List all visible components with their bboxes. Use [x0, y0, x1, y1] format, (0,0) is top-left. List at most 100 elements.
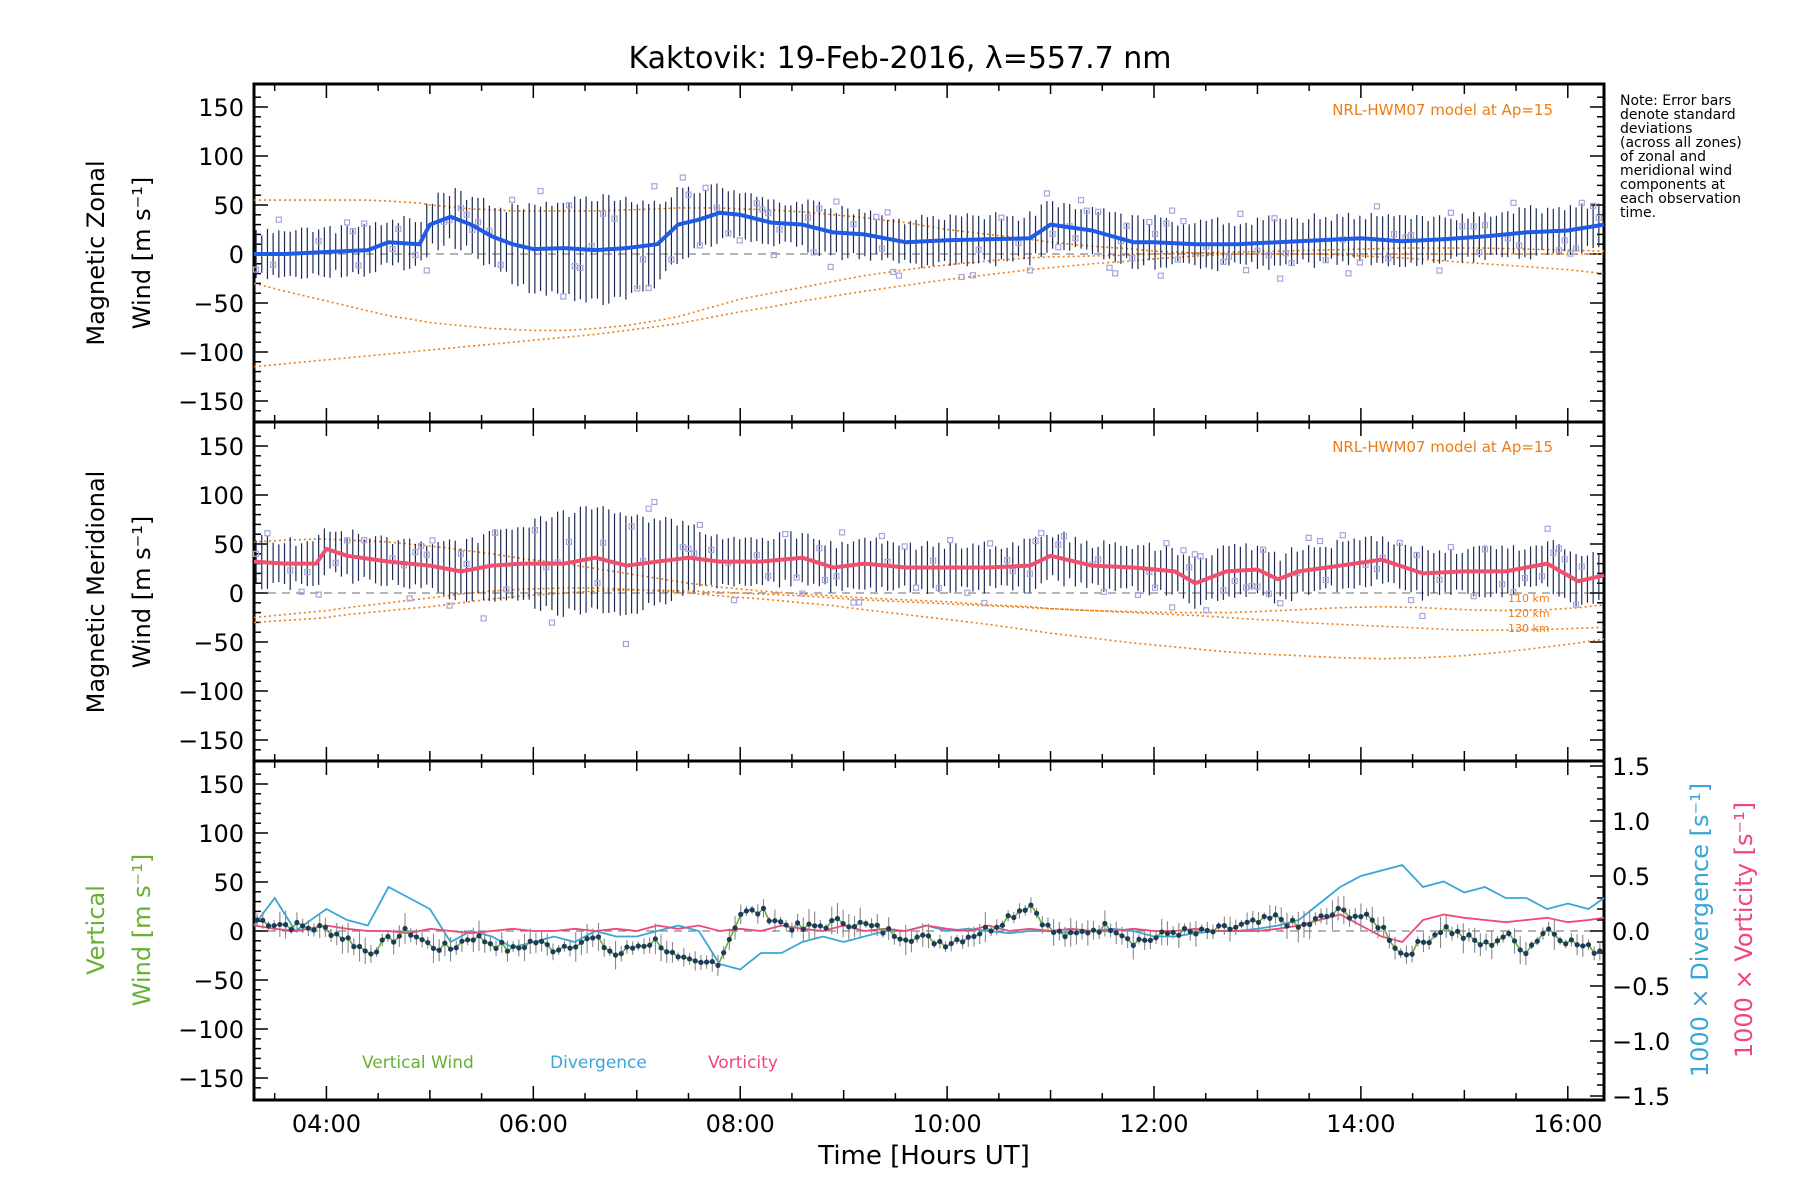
sample-point [1590, 202, 1597, 209]
sample-point [355, 262, 362, 269]
vertical-wind-point [567, 945, 573, 951]
y-tick-label: −50 [193, 967, 244, 995]
vertical-wind-point [1420, 939, 1427, 945]
model-curve [253, 538, 1605, 614]
sample-point [1413, 551, 1420, 559]
vertical-ylabel-1: Vertical [82, 885, 110, 975]
vertical-wind-point [1096, 929, 1102, 935]
sample-point [628, 523, 635, 530]
vertical-wind-point [345, 935, 351, 941]
vertical-wind-point [322, 924, 328, 930]
sample-point [1481, 222, 1489, 229]
vertical-wind-point [840, 921, 846, 927]
vertical-wind-point [1585, 942, 1592, 948]
sample-point [252, 550, 260, 557]
x-tick-label: 04:00 [292, 1110, 361, 1138]
sample-point [770, 251, 777, 259]
vertical-wind-point [897, 936, 903, 942]
vertical-wind-point [351, 944, 357, 950]
vertical-wind-point [937, 938, 943, 945]
vertical-wind-point [1290, 917, 1296, 923]
sample-point [389, 245, 396, 253]
vertical-wind-point [1295, 924, 1301, 930]
x-tick-label: 16:00 [1533, 1110, 1602, 1138]
sample-point [1186, 564, 1193, 571]
vertical-wind-point [533, 940, 539, 946]
sample-point [1521, 574, 1528, 582]
sample-point [833, 198, 840, 205]
vertical-wind-point [766, 918, 772, 924]
x-tick-label: 14:00 [1326, 1110, 1395, 1138]
vertical-wind-point [863, 921, 869, 927]
vertical-wind-point [1449, 931, 1455, 937]
vertical-wind-point [521, 944, 528, 951]
sample-point [1248, 582, 1255, 590]
sample-point [691, 550, 698, 557]
vertical-wind-point [1466, 932, 1472, 938]
meridional-ylabel-2: Wind [m s⁻¹] [128, 516, 156, 668]
sample-point [361, 537, 368, 544]
sample-point [1447, 543, 1454, 551]
sample-point [753, 200, 760, 207]
vertical-wind-point [1341, 907, 1347, 913]
sample-point [1436, 576, 1443, 583]
sample-point [1242, 584, 1250, 591]
sample-point [1339, 532, 1346, 539]
vertical-wind-point [1489, 942, 1495, 948]
mean-wind-line [253, 546, 1605, 586]
x-tick-label: 06:00 [499, 1110, 568, 1138]
vertical-wind-point [795, 920, 801, 926]
vertical-wind-point [1011, 914, 1017, 921]
sample-point [1419, 612, 1426, 620]
vertical-wind-point [908, 938, 915, 945]
sample-point [969, 272, 977, 279]
sample-point [850, 220, 857, 228]
vertical-wind-point [470, 937, 476, 943]
vertical-wind-point [1369, 917, 1375, 923]
vertical-wind-point [1335, 905, 1341, 912]
vorticity-ylabel: 1000 × Vorticity [s⁻¹] [1730, 802, 1758, 1058]
vertical-wind-point [1563, 941, 1569, 947]
vertical-wind-point [948, 940, 954, 947]
vertical-wind-point [482, 939, 488, 945]
vertical-wind-point [1415, 938, 1421, 945]
y-tick-label: −100 [178, 678, 244, 706]
vertical-wind-point [260, 917, 266, 923]
vertical-wind-point [658, 945, 664, 951]
vertical-wind-point [328, 932, 334, 938]
sample-point [315, 237, 322, 245]
sample-point [765, 209, 772, 217]
vertical-wind-point [294, 919, 300, 926]
y-tick-label: −50 [193, 290, 244, 318]
sample-point [1049, 230, 1056, 237]
vertical-wind-point [812, 923, 818, 929]
sample-point [491, 529, 499, 536]
vertical-wind-point [999, 922, 1006, 928]
vertical-wind-point [1181, 925, 1188, 932]
sample-point [782, 531, 789, 538]
vertical-wind-point [686, 956, 693, 962]
sample-point [827, 263, 834, 271]
sample-point [1060, 533, 1068, 540]
panel-zonal: NRL-HWM07 model at Ap=15 Magnetic Zonal … [82, 82, 1606, 424]
sample-point [349, 228, 356, 235]
vertical-wind-point [300, 923, 306, 929]
sample-point [457, 205, 464, 212]
sample-point [531, 527, 538, 534]
sample-point [1436, 267, 1443, 274]
sample-point [463, 560, 470, 567]
sample-point [565, 202, 573, 209]
divergence-line [253, 863, 1605, 971]
vertical-wind-point [413, 934, 420, 940]
sample-point [679, 174, 686, 181]
model-curve [253, 589, 1605, 631]
vertical-wind-point [1494, 938, 1501, 944]
vertical-wind-point [1409, 951, 1415, 957]
sample-point [1009, 567, 1016, 575]
y2-tick-label: −1.5 [1612, 1083, 1670, 1111]
sample-point [1407, 232, 1415, 239]
y-tick-label: 150 [198, 771, 244, 799]
sample-point [344, 219, 351, 226]
vertical-wind-point [1045, 922, 1051, 928]
vertical-wind-point [612, 952, 619, 958]
